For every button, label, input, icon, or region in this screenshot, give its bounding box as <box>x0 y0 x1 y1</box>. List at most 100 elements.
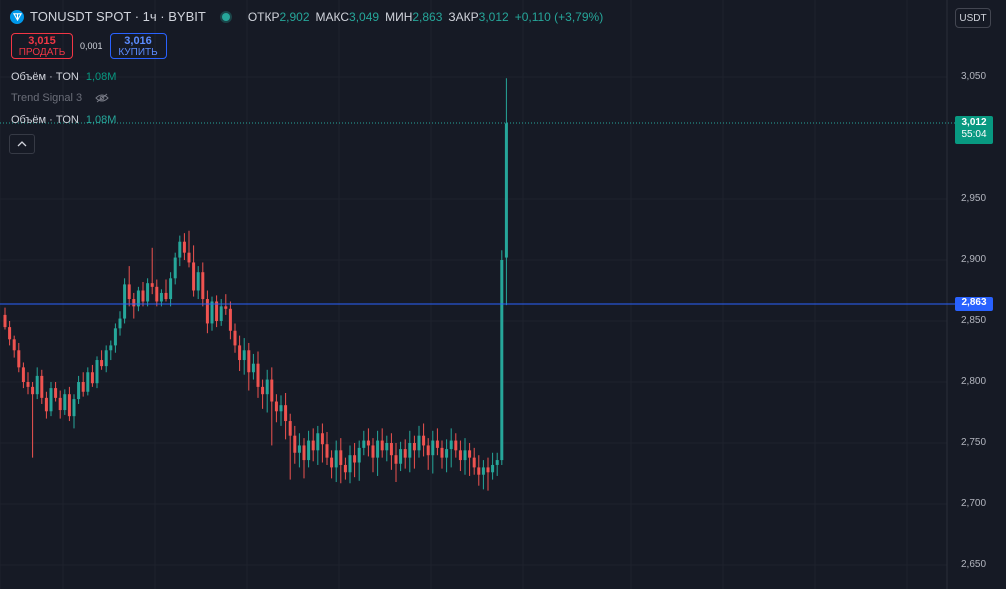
last-price-tag: 3,012 55:04 <box>955 116 993 144</box>
ton-logo-icon <box>10 9 24 24</box>
candle-body <box>104 350 108 367</box>
candle-body <box>477 467 481 475</box>
candle-body <box>159 292 163 302</box>
candle-body <box>136 290 140 307</box>
candle-body <box>219 306 223 321</box>
candle-body <box>504 123 508 258</box>
candle-body <box>21 367 25 382</box>
candle-body <box>445 449 449 458</box>
bar-countdown: 55:04 <box>961 129 987 140</box>
candle-body <box>293 435 297 453</box>
candle-body <box>389 443 393 456</box>
chart-grid <box>0 0 947 589</box>
low-label: МИН <box>385 9 413 24</box>
candle-body <box>297 445 301 453</box>
candle-body <box>3 314 7 328</box>
candle-body <box>123 284 127 319</box>
candle-body <box>247 350 251 373</box>
candle-body <box>458 450 462 461</box>
symbol-title[interactable]: TONUSDT SPOT · 1ч · BYBIT <box>30 9 206 24</box>
currency-button[interactable]: USDT <box>955 8 991 28</box>
candle-body <box>265 379 269 395</box>
candle-body <box>44 397 48 412</box>
candle-body <box>412 443 416 451</box>
candles <box>3 78 508 491</box>
buy-label: КУПИТЬ <box>118 47 158 58</box>
candle-body <box>334 450 338 468</box>
price-axis-tick: 3,050 <box>961 71 987 82</box>
price-axis-tick: 2,950 <box>961 193 987 204</box>
candle-body <box>146 283 150 302</box>
candle-body <box>8 327 12 340</box>
price-axis-tick: 2,650 <box>961 559 987 570</box>
candle-body <box>164 292 168 300</box>
candle-body <box>182 241 186 253</box>
candle-body <box>192 262 196 291</box>
high-label: МАКС <box>315 9 350 24</box>
candle-body <box>320 433 324 445</box>
candle-body <box>54 388 58 398</box>
candle-body <box>311 440 315 451</box>
open-value: 2,902 <box>279 9 310 24</box>
candle-body <box>385 443 389 451</box>
candle-body <box>261 386 265 395</box>
candle-body <box>307 440 311 461</box>
legend-trend-signal-name: Trend Signal 3 <box>11 92 83 104</box>
close-value: 3,012 <box>478 9 509 24</box>
candle-body <box>178 241 182 258</box>
candle-body <box>380 440 384 451</box>
candle-body <box>325 444 329 458</box>
candle-body <box>215 301 219 321</box>
trade-panel: 3,015 ПРОДАТЬ 0,001 3,016 КУПИТЬ <box>11 33 167 59</box>
sell-button[interactable]: 3,015 ПРОДАТЬ <box>11 33 73 59</box>
candle-body <box>35 375 39 395</box>
candle-body <box>288 421 292 436</box>
candle-body <box>408 443 412 458</box>
candle-body <box>435 440 439 448</box>
candle-body <box>362 440 366 448</box>
legend-volume-1-value: 1,08M <box>85 71 117 83</box>
candle-body <box>403 449 407 458</box>
candle-body <box>17 350 21 368</box>
candle-body <box>81 382 85 392</box>
close-label: ЗАКР <box>448 9 479 24</box>
candle-body <box>468 450 472 458</box>
candle-body <box>40 375 44 398</box>
ohlc-readout: ОТКР 2,902 МАКС 3,049 МИН 2,863 ЗАКР 3,012 +… <box>242 10 603 24</box>
legend-volume-1-name: Объём · TON <box>11 71 79 83</box>
buy-button[interactable]: 3,016 КУПИТЬ <box>109 33 167 59</box>
candle-body <box>491 464 495 473</box>
candle-body <box>486 467 490 473</box>
candle-body <box>343 464 347 473</box>
eye-hidden-icon[interactable] <box>95 93 109 103</box>
price-axis-tick: 2,750 <box>961 437 987 448</box>
candle-body <box>463 450 467 461</box>
candle-body <box>399 449 403 464</box>
candle-body <box>238 345 242 361</box>
legend-volume-2[interactable]: Объём · TON 1,08M <box>11 114 116 126</box>
candle-body <box>205 299 209 324</box>
candle-body <box>210 301 214 324</box>
legend-trend-signal[interactable]: Trend Signal 3 <box>11 92 109 104</box>
candle-body <box>500 260 504 461</box>
candle-body <box>495 460 499 465</box>
candle-body <box>67 394 71 417</box>
candle-body <box>58 397 62 411</box>
candle-body <box>256 363 260 387</box>
candle-body <box>417 435 421 451</box>
candle-body <box>118 318 122 329</box>
candle-body <box>150 283 154 287</box>
candle-body <box>339 450 343 465</box>
chart-header: TONUSDT SPOT · 1ч · BYBIT ОТКР 2,902 МАКС… <box>10 9 603 24</box>
candle-body <box>357 447 361 463</box>
candle-body <box>127 284 131 300</box>
legend-volume-1[interactable]: Объём · TON 1,08M <box>11 71 116 83</box>
market-open-status-icon <box>221 12 230 21</box>
candle-body <box>376 440 380 458</box>
candle-body <box>169 278 173 300</box>
collapse-legend-button[interactable] <box>9 134 35 154</box>
candle-body <box>224 306 228 309</box>
candle-body <box>26 382 30 387</box>
candle-body <box>251 363 255 373</box>
